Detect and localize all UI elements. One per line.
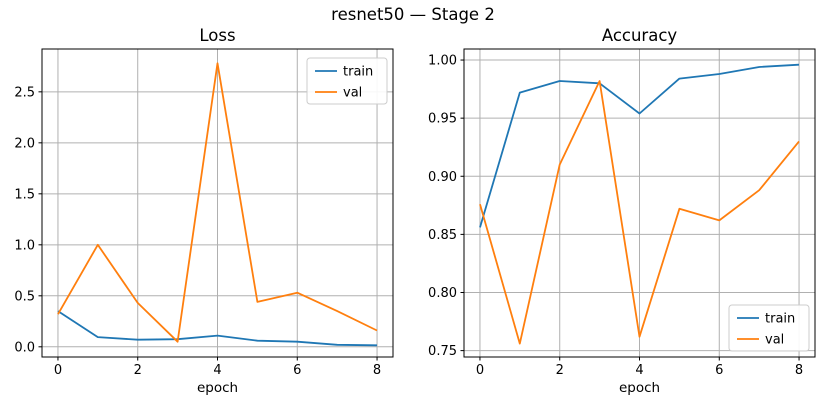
- y-tick-label: 1.0: [14, 238, 35, 253]
- x-tick-label: 4: [635, 363, 643, 378]
- y-tick-label: 0.0: [14, 340, 35, 355]
- x-tick-label: 2: [134, 363, 142, 378]
- y-tick-label: 0.5: [14, 289, 35, 304]
- x-tick-label: 8: [373, 363, 381, 378]
- x-tick-label: 0: [54, 363, 62, 378]
- val-series-line: [479, 80, 800, 345]
- legend: train val: [728, 304, 810, 352]
- chart-title: Accuracy: [602, 26, 678, 45]
- x-tick-label: 6: [715, 363, 723, 378]
- tick-labels: 0 2 4 6 8 0.75 0.80 0.85 0.90 0.95 1.00: [428, 54, 803, 378]
- legend-label: val: [765, 333, 784, 348]
- y-tick-label: 0.90: [428, 170, 457, 185]
- x-tick-label: 8: [795, 363, 803, 378]
- y-tick-label: 2.5: [14, 85, 35, 100]
- legend: train val: [306, 57, 388, 105]
- x-axis-label: epoch: [619, 380, 660, 396]
- x-tick-label: 4: [213, 363, 221, 378]
- x-axis-label: epoch: [197, 380, 238, 396]
- y-tick-label: 0.75: [428, 344, 457, 359]
- x-tick-label: 6: [293, 363, 301, 378]
- legend-label: val: [343, 86, 362, 101]
- legend-label: train: [765, 312, 795, 327]
- legend-label: train: [343, 65, 373, 80]
- train-series-line: [57, 310, 378, 347]
- x-tick-label: 2: [556, 363, 564, 378]
- y-tick-label: 0.85: [428, 228, 457, 243]
- y-tick-label: 1.5: [14, 187, 35, 202]
- y-tick-label: 0.95: [428, 112, 457, 127]
- y-tick-label: 1.00: [428, 54, 457, 69]
- train-series-line: [479, 63, 800, 228]
- chart-title: Loss: [199, 26, 235, 45]
- x-tick-label: 0: [476, 363, 484, 378]
- tick-labels: 0 2 4 6 8 0.0 0.5 1.0 1.5 2.0 2.5: [14, 85, 381, 378]
- y-tick-label: 0.80: [428, 286, 457, 301]
- figure-suptitle: resnet50 — Stage 2: [331, 5, 495, 24]
- y-tick-label: 2.0: [14, 136, 35, 151]
- val-series-line: [57, 62, 378, 343]
